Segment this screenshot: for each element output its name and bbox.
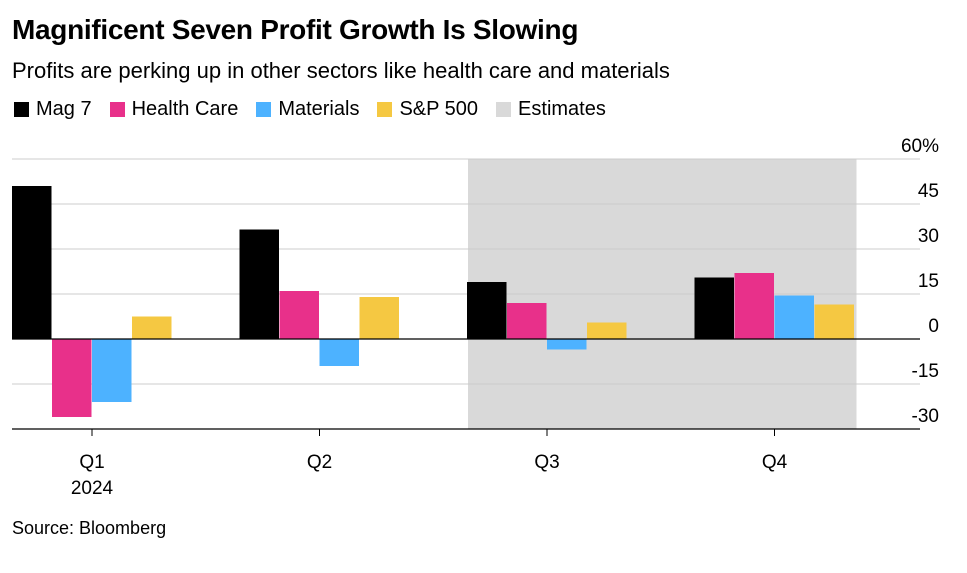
legend-swatch-mag7 bbox=[14, 102, 29, 117]
bar-s-p-500-q3 bbox=[587, 322, 627, 339]
x-tick-label-q2: Q2 bbox=[307, 452, 332, 473]
chart-subtitle: Profits are perking up in other sectors … bbox=[12, 58, 670, 83]
bar-materials-q4 bbox=[774, 295, 814, 339]
legend-swatch-materials bbox=[256, 102, 272, 117]
bar-materials-q2 bbox=[319, 339, 359, 366]
y-tick-label: 45 bbox=[918, 181, 939, 202]
y-tick-label: 60% bbox=[901, 136, 939, 157]
x-tick-label-q4: Q4 bbox=[762, 452, 788, 473]
bar-s-p-500-q2 bbox=[359, 297, 399, 339]
legend-item-estimates: Estimates bbox=[496, 98, 606, 121]
legend-item-health-care: Health Care bbox=[109, 98, 239, 121]
bar-s-p-500-q4 bbox=[814, 304, 854, 339]
bar-mag-7-q4 bbox=[694, 277, 734, 339]
bar-health-care-q1 bbox=[52, 339, 92, 417]
legend-swatch-sp500 bbox=[377, 102, 393, 117]
bar-s-p-500-q1 bbox=[132, 316, 172, 339]
legend-item-mag7: Mag 7 bbox=[14, 98, 92, 121]
x-tick-label-q1: Q1 bbox=[79, 452, 104, 473]
legend-swatch-health-care bbox=[109, 102, 125, 117]
x-tick-label-q3: Q3 bbox=[534, 452, 559, 473]
legend-label-materials: Materials bbox=[278, 98, 360, 120]
legend-swatch-estimates bbox=[496, 102, 512, 117]
bar-materials-q3 bbox=[547, 339, 587, 350]
legend-item-materials: Materials bbox=[256, 98, 359, 121]
y-tick-label: 30 bbox=[918, 226, 939, 247]
bar-mag-7-q1 bbox=[12, 186, 52, 339]
bar-mag-7-q3 bbox=[467, 282, 507, 339]
bar-mag-7-q2 bbox=[239, 229, 279, 339]
legend-label-sp500: S&P 500 bbox=[399, 98, 479, 120]
y-tick-label: 15 bbox=[918, 271, 939, 292]
bar-materials-q1 bbox=[92, 339, 132, 402]
bar-health-care-q4 bbox=[734, 273, 774, 339]
bar-health-care-q2 bbox=[279, 291, 319, 339]
legend-label-health-care: Health Care bbox=[131, 98, 239, 120]
legend: Mag 7 Health Care Materials S&P 500 Esti… bbox=[14, 98, 624, 121]
y-tick-label: -30 bbox=[912, 406, 939, 427]
legend-label-estimates: Estimates bbox=[518, 98, 606, 120]
x-tick-sublabel: 2024 bbox=[71, 478, 114, 499]
y-tick-label: 0 bbox=[928, 316, 939, 337]
bar-health-care-q3 bbox=[507, 303, 547, 339]
chart-title: Magnificent Seven Profit Growth Is Slowi… bbox=[12, 14, 579, 45]
legend-label-mag7: Mag 7 bbox=[36, 98, 92, 120]
source-note: Source: Bloomberg bbox=[12, 518, 167, 538]
y-tick-label: -15 bbox=[912, 361, 939, 382]
legend-item-sp500: S&P 500 bbox=[377, 98, 478, 121]
